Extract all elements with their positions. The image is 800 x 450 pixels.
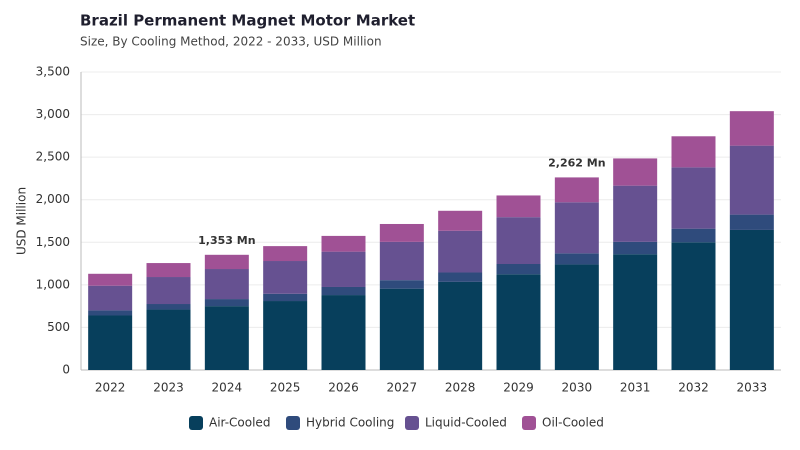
legend-label: Liquid-Cooled [425, 416, 507, 430]
x-tick-label: 2027 [387, 381, 418, 395]
bar-segment [613, 254, 658, 370]
bar-segment [729, 229, 774, 370]
bar-segment [204, 254, 249, 270]
bar-segment [729, 214, 774, 230]
bar-segment [146, 277, 191, 305]
bar-segment [379, 241, 424, 281]
y-tick-label: 3,000 [36, 107, 70, 121]
bar-segment [88, 310, 133, 316]
bar-segment [321, 235, 366, 252]
x-tick-label: 2031 [620, 381, 651, 395]
bar-segment [496, 217, 541, 264]
bar-segment [613, 241, 658, 255]
bar-segment [671, 167, 716, 229]
bar-segment [379, 288, 424, 370]
bar-segment [379, 223, 424, 242]
y-tick-label: 2,000 [36, 192, 70, 206]
bar-segment [204, 306, 249, 370]
x-tick-label: 2026 [328, 381, 359, 395]
y-tick-label: 3,500 [36, 65, 70, 79]
y-tick-label: 1,000 [36, 277, 70, 291]
bar-segment [613, 158, 658, 186]
bar-segment [146, 309, 191, 370]
x-tick-label: 2024 [212, 381, 243, 395]
bar-segment [379, 280, 424, 289]
x-tick-label: 2022 [95, 381, 126, 395]
bar-segment [671, 136, 716, 168]
legend-swatch [522, 416, 536, 430]
bar-segment [496, 195, 541, 218]
bar-segment [263, 301, 308, 370]
legend-swatch [405, 416, 419, 430]
x-tick-label: 2029 [503, 381, 534, 395]
bar-segment [729, 145, 774, 215]
y-tick-label: 2,500 [36, 150, 70, 164]
bar-segment [321, 251, 366, 287]
legend-label: Air-Cooled [209, 416, 270, 430]
annotation: 2,262 Mn [548, 156, 605, 169]
y-tick-label: 500 [47, 320, 70, 334]
bar-segment [88, 285, 133, 311]
bar-segment [438, 230, 483, 273]
bar-segment [438, 210, 483, 231]
bar-segment [438, 281, 483, 370]
bar-segment [146, 304, 191, 310]
legend-label: Oil-Cooled [542, 416, 604, 430]
x-tick-label: 2032 [678, 381, 709, 395]
y-tick-label: 1,500 [36, 235, 70, 249]
bar-segment [88, 273, 133, 286]
chart-subtitle: Size, By Cooling Method, 2022 - 2033, US… [80, 35, 382, 49]
bar-segment [88, 315, 133, 370]
y-axis-label: USD Million [15, 187, 29, 255]
bar-segment [146, 263, 191, 278]
bar-segment [438, 272, 483, 282]
bar-segment [671, 228, 716, 243]
bar-segment [554, 177, 599, 203]
bar-segment [496, 274, 541, 370]
bar-segment [554, 202, 599, 254]
legend-swatch [286, 416, 300, 430]
bar-segment [554, 264, 599, 370]
bar-segment [321, 295, 366, 370]
y-tick-label: 0 [62, 363, 70, 377]
x-tick-label: 2030 [562, 381, 593, 395]
bar-segment [321, 286, 366, 296]
legend-label: Hybrid Cooling [306, 416, 394, 430]
bar-segment [263, 246, 308, 262]
x-tick-label: 2028 [445, 381, 476, 395]
x-tick-label: 2023 [153, 381, 184, 395]
bar-segment [729, 111, 774, 146]
x-tick-label: 2033 [737, 381, 768, 395]
bar-segment [496, 263, 541, 275]
bar-segment [204, 269, 249, 300]
bar-segment [204, 299, 249, 307]
chart-title: Brazil Permanent Magnet Motor Market [80, 12, 415, 30]
bar-segment [263, 261, 308, 294]
bar-segment [554, 253, 599, 265]
annotation: 1,353 Mn [198, 234, 255, 247]
bar-segment [671, 242, 716, 370]
x-tick-label: 2025 [270, 381, 301, 395]
bar-segment [263, 293, 308, 302]
bar-segment [613, 185, 658, 242]
legend-swatch [189, 416, 203, 430]
